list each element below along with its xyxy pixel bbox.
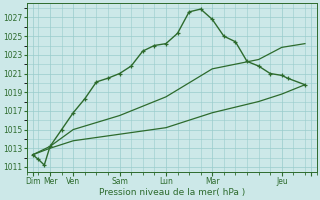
- X-axis label: Pression niveau de la mer( hPa ): Pression niveau de la mer( hPa ): [99, 188, 245, 197]
